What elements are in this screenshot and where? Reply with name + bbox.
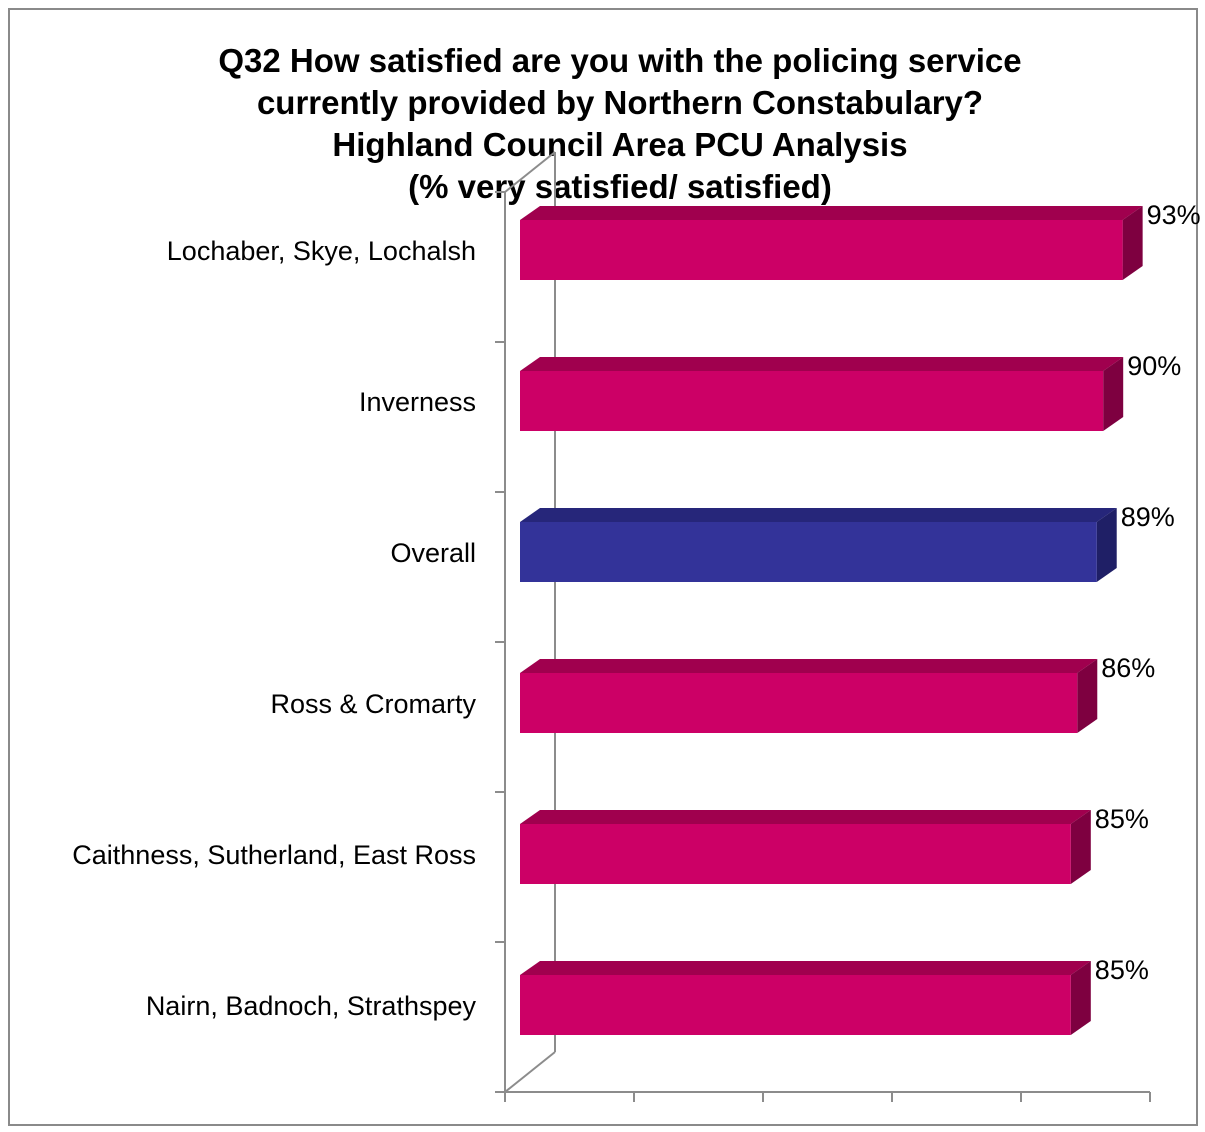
category-label: Ross & Cromarty (270, 689, 476, 719)
data-label: 89% (1121, 502, 1175, 532)
category-label: Overall (390, 538, 476, 568)
bar-top-face (520, 508, 1117, 522)
data-label: 86% (1101, 653, 1155, 683)
labels: Lochaber, Skye, Lochalsh 93% Inverness 90% O… (72, 200, 1200, 1021)
floor-depth-edge (505, 1052, 555, 1092)
bar-top-face (520, 357, 1123, 371)
bar-top-face (520, 810, 1091, 824)
category-label: Caithness, Sutherland, East Ross (72, 840, 476, 870)
category-label: Lochaber, Skye, Lochalsh (167, 236, 476, 266)
bar-top-face (520, 206, 1143, 220)
data-label: 85% (1095, 955, 1149, 985)
data-label: 93% (1147, 200, 1201, 230)
bar-overall (520, 522, 1097, 582)
bar-top-face (520, 961, 1091, 975)
bar (520, 824, 1071, 884)
bar (520, 371, 1103, 431)
axes (495, 152, 1150, 1102)
bar (520, 673, 1077, 733)
bars (520, 206, 1143, 1035)
data-label: 90% (1127, 351, 1181, 381)
data-label: 85% (1095, 804, 1149, 834)
top-depth-edge (505, 152, 555, 192)
bar-top-face (520, 659, 1097, 673)
category-label: Nairn, Badnoch, Strathspey (146, 991, 477, 1021)
category-label: Inverness (359, 387, 476, 417)
bar (520, 975, 1071, 1035)
bar (520, 220, 1123, 280)
